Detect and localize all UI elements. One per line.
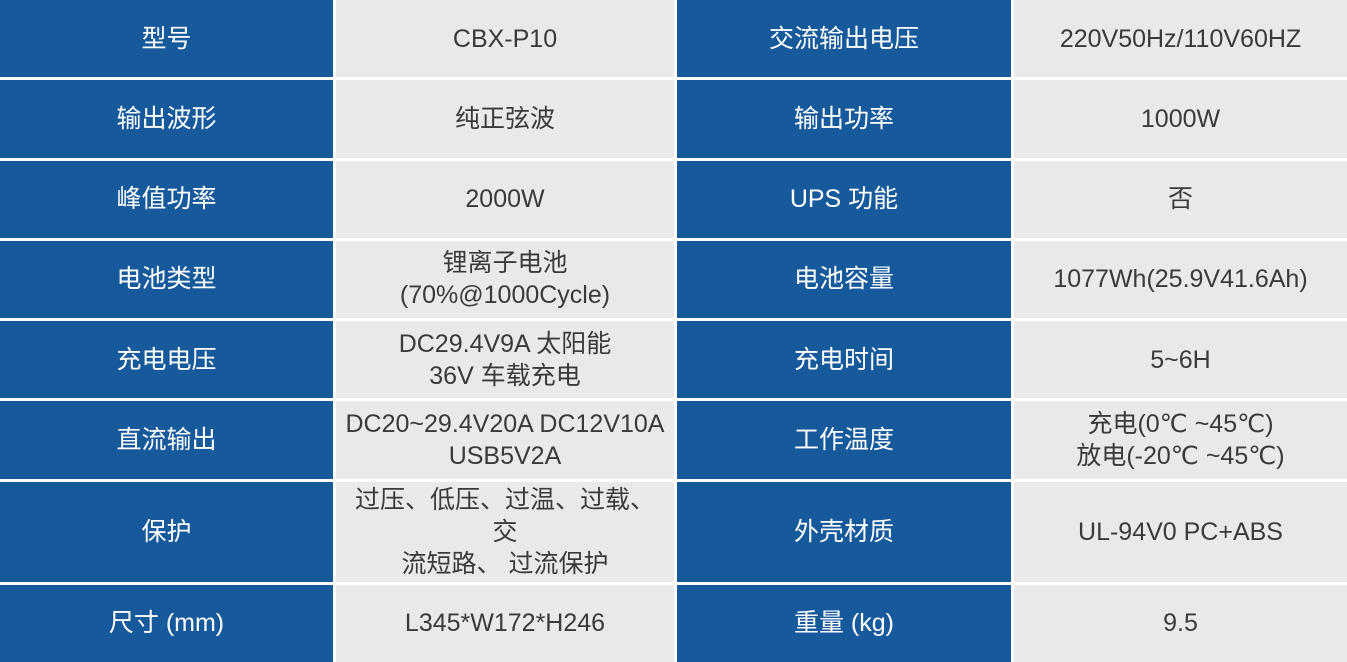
spec-value-battery-capacity: 1077Wh(25.9V41.6Ah) — [1014, 240, 1347, 319]
spec-label-shell-material: 外壳材质 — [677, 481, 1011, 582]
spec-label-model: 型号 — [0, 0, 333, 78]
spec-label-battery-capacity: 电池容量 — [677, 240, 1011, 319]
spec-value-model: CBX-P10 — [336, 0, 674, 78]
spec-value-dimensions: L345*W172*H246 — [336, 584, 674, 662]
spec-value-ups-function: 否 — [1014, 160, 1347, 238]
spec-value-working-temperature: 充电(0℃ ~45℃) 放电(-20℃ ~45℃) — [1014, 401, 1347, 479]
spec-value-shell-material: UL-94V0 PC+ABS — [1014, 481, 1347, 582]
spec-value-ac-output-voltage: 220V50Hz/110V60HZ — [1014, 0, 1347, 78]
spec-label-ac-output-voltage: 交流输出电压 — [677, 0, 1011, 78]
spec-value-battery-type: 锂离子电池 (70%@1000Cycle) — [336, 240, 674, 319]
spec-label-peak-power: 峰值功率 — [0, 160, 333, 238]
spec-value-dc-output: DC20~29.4V20A DC12V10A USB5V2A — [336, 401, 674, 479]
spec-label-working-temperature: 工作温度 — [677, 401, 1011, 479]
spec-value-output-waveform: 纯正弦波 — [336, 80, 674, 158]
spec-label-protection: 保护 — [0, 481, 333, 582]
spec-value-peak-power: 2000W — [336, 160, 674, 238]
spec-value-protection: 过压、低压、过温、过载、 交 流短路、 过流保护 — [336, 481, 674, 582]
spec-label-dc-output: 直流输出 — [0, 401, 333, 479]
spec-label-ups-function: UPS 功能 — [677, 160, 1011, 238]
spec-value-output-power: 1000W — [1014, 80, 1347, 158]
spec-label-dimensions: 尺寸 (mm) — [0, 584, 333, 662]
spec-value-charging-time: 5~6H — [1014, 321, 1347, 399]
spec-label-battery-type: 电池类型 — [0, 240, 333, 319]
spec-label-output-waveform: 输出波形 — [0, 80, 333, 158]
spec-value-charging-voltage: DC29.4V9A 太阳能 36V 车载充电 — [336, 321, 674, 399]
spec-label-charging-voltage: 充电电压 — [0, 321, 333, 399]
spec-label-weight: 重量 (kg) — [677, 584, 1011, 662]
spec-label-output-power: 输出功率 — [677, 80, 1011, 158]
spec-value-weight: 9.5 — [1014, 584, 1347, 662]
spec-label-charging-time: 充电时间 — [677, 321, 1011, 399]
